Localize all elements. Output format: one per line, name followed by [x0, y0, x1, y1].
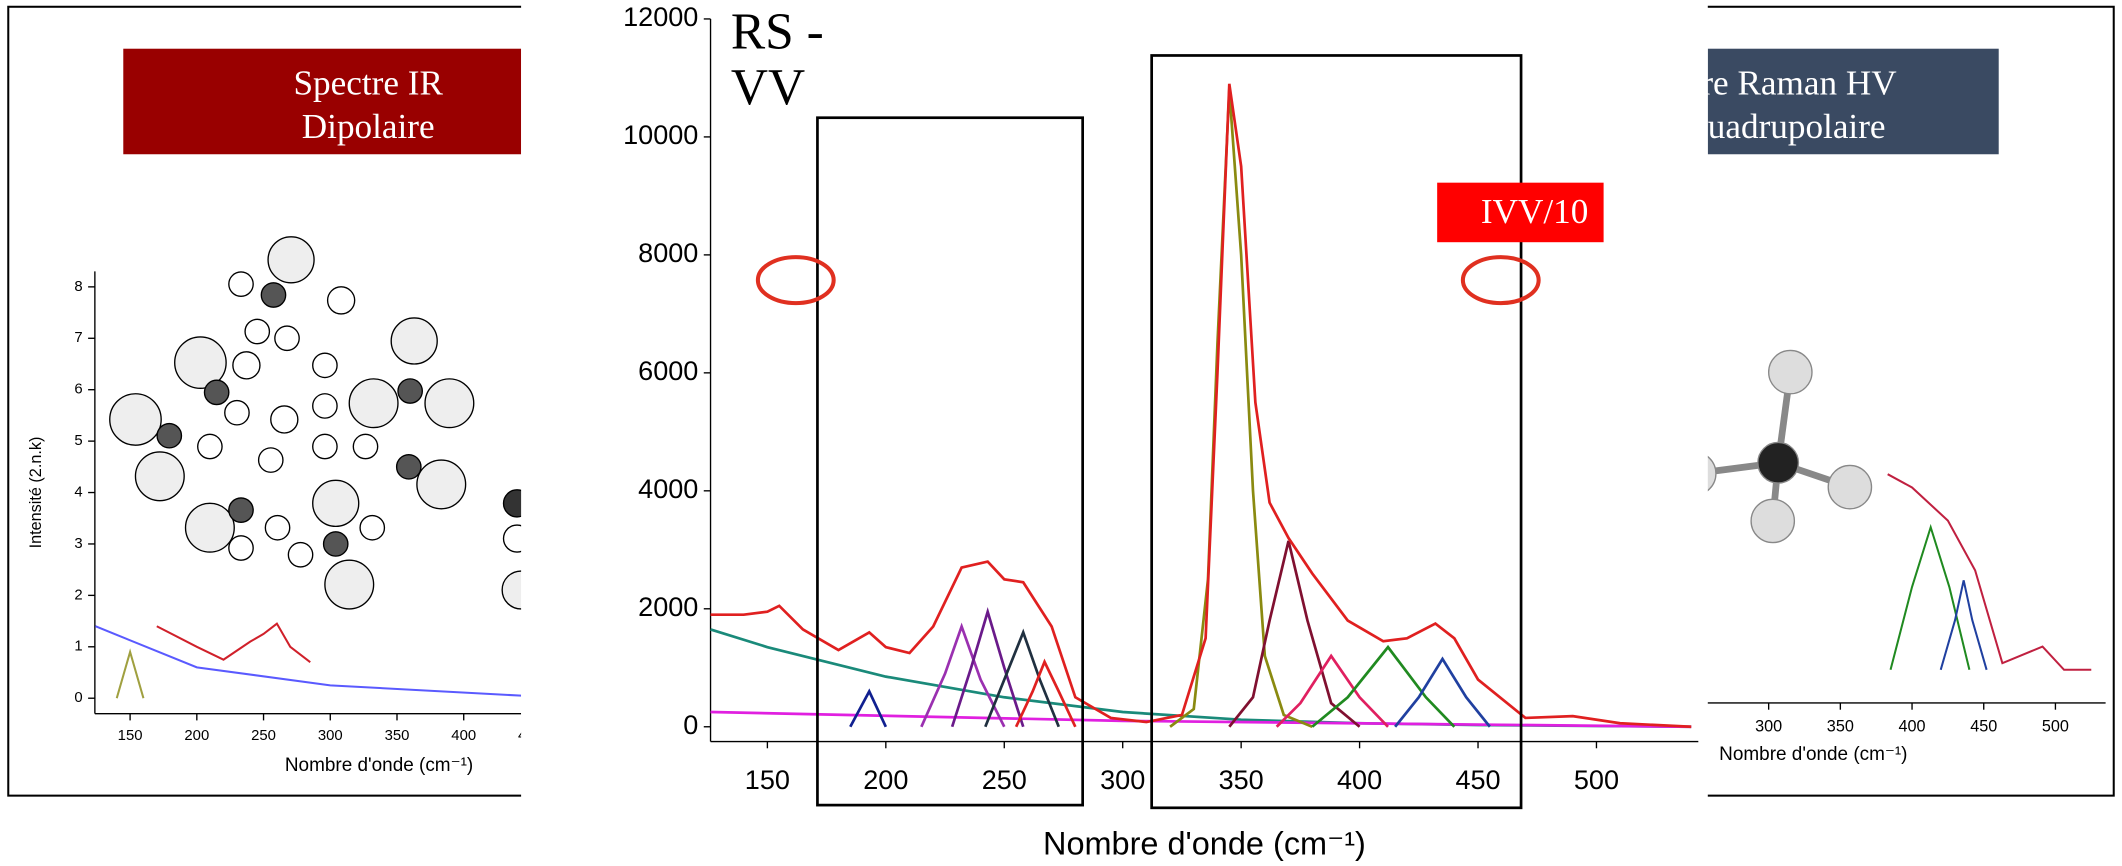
y-tick-label: 4 [74, 484, 82, 500]
chart-title: RS - [731, 3, 824, 60]
y-tick-label: 6000 [638, 356, 698, 386]
spectrum-curve [1275, 653, 1389, 728]
x-tick-label: 400 [1337, 765, 1382, 795]
spectrum-curve [1939, 580, 1988, 671]
y-tick-label: 8000 [638, 238, 698, 268]
x-tick-label: 350 [1219, 765, 1264, 795]
x-tick-label: 400 [1899, 718, 1926, 736]
y-tick-label: 10000 [623, 120, 698, 150]
x-tick-label: 300 [318, 728, 343, 744]
spectrum-curve [950, 606, 1025, 728]
region-box [816, 116, 1085, 807]
x-tick-label: 150 [118, 728, 143, 744]
spectrum-curve [1169, 89, 1313, 729]
region-box [1150, 54, 1523, 810]
spectrum-curve [1394, 656, 1491, 728]
y-tick-label: 5 [74, 433, 82, 449]
x-axis-label: Nombre d'onde (cm⁻¹) [1719, 744, 1907, 765]
spectrum-curve [1887, 473, 2092, 671]
spectrum-curve [984, 628, 1061, 728]
x-axis-label: Nombre d'onde (cm⁻¹) [285, 755, 473, 776]
y-tick-label: 7 [74, 330, 82, 346]
spectrum-curve [920, 622, 1006, 728]
right-box-text: tre Raman HV [1692, 64, 1897, 103]
spectrum-curve [1014, 658, 1077, 728]
annotation-box [1437, 182, 1604, 243]
left-box-text: Spectre IR [293, 64, 443, 103]
spectrum-curve [710, 710, 1692, 729]
x-tick-label: 250 [251, 728, 276, 744]
spectrum-curve [1311, 644, 1456, 728]
x-axis-label: Nombre d'onde (cm⁻¹) [1043, 825, 1366, 861]
side-chart: 300 350 400 450 500 Nombre d'onde (cm⁻¹) [1696, 473, 2106, 765]
left-box-text: Dipolaire [302, 107, 435, 146]
chart-title: VV [731, 59, 805, 116]
right-box-text: uadrupolaire [1708, 107, 1886, 146]
y-tick-label: 12000 [623, 2, 698, 32]
y-axis-label: Intensité (2.n.k) [27, 437, 45, 549]
x-tick-label: 200 [863, 765, 908, 795]
right-box [1707, 48, 1999, 155]
x-tick-label: 250 [982, 765, 1027, 795]
y-tick-label: 6 [74, 382, 82, 398]
y-tick-label: 0 [683, 710, 698, 740]
x-tick-label: 150 [745, 765, 790, 795]
annotation: IVV/10 [1481, 192, 1588, 231]
x-tick-label: 350 [385, 728, 410, 744]
x-tick-label: 350 [1827, 718, 1854, 736]
y-tick-label: 1 [74, 639, 82, 655]
x-tick-label: 450 [1455, 765, 1500, 795]
x-tick-label: 500 [1574, 765, 1619, 795]
spectrum-curve [95, 625, 522, 697]
spectrum-curve [156, 622, 311, 664]
spectrum-curve [1228, 540, 1361, 728]
spectrum-curve [849, 688, 888, 728]
y-tick-label: 8 [74, 279, 82, 295]
y-tick-label: 3 [74, 536, 82, 552]
main-chart: 150 200 250 300 350 400 450 500 0 2000 4000 6000 800… [623, 2, 1699, 795]
highlight-ellipse [755, 255, 836, 306]
x-tick-label: 300 [1755, 718, 1782, 736]
y-tick-label: 0 [74, 690, 82, 706]
y-tick-label: 4000 [638, 474, 698, 504]
left-box [123, 48, 522, 155]
y-tick-label: 2000 [638, 592, 698, 622]
x-tick-label: 400 [451, 728, 476, 744]
highlight-ellipse [1460, 255, 1541, 306]
spectrum-curve [710, 83, 1692, 729]
x-tick-label: 500 [2042, 718, 2069, 736]
x-tick-label: 300 [1100, 765, 1145, 795]
x-tick-label: 200 [184, 728, 209, 744]
x-tick-label: 450 [1970, 718, 1997, 736]
center-panel [521, 0, 1708, 866]
y-tick-label: 2 [74, 587, 82, 603]
spectrum-curve [115, 648, 145, 699]
